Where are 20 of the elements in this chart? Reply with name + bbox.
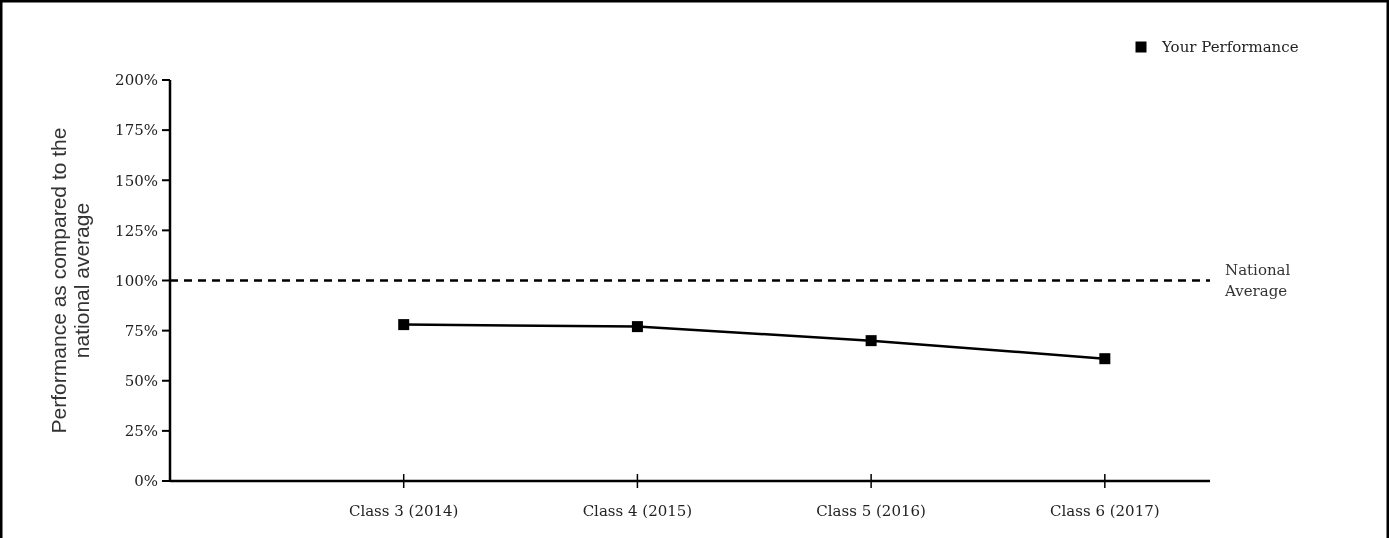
y-tick-label: 150% [115, 171, 158, 190]
y-tick-label: 175% [115, 121, 158, 140]
y-axis-title: Performance as compared to the national average [46, 127, 93, 434]
y-tick-label: 125% [115, 221, 158, 240]
x-tick-label: Class 3 (2014) [348, 502, 459, 520]
ref-line-label: National Average [1224, 260, 1291, 300]
y-tick-label: 100% [115, 271, 158, 290]
x-tick-label: Class 6 (2017) [1050, 502, 1160, 520]
x-tick-label: Class 4 (2015) [582, 502, 693, 520]
point [1099, 353, 1111, 365]
point [398, 319, 410, 331]
legend-label: Your Performance [1161, 38, 1299, 57]
y-tick-label: 0% [134, 472, 158, 491]
y-tick-label: 75% [124, 321, 158, 340]
y-tick-label: 25% [124, 422, 158, 441]
y-tick-label: 50% [124, 372, 158, 390]
point [865, 335, 877, 347]
point [631, 321, 643, 333]
y-tick-label: 200% [115, 71, 158, 90]
x-tick-label: Class 5 (2016) [816, 502, 926, 520]
